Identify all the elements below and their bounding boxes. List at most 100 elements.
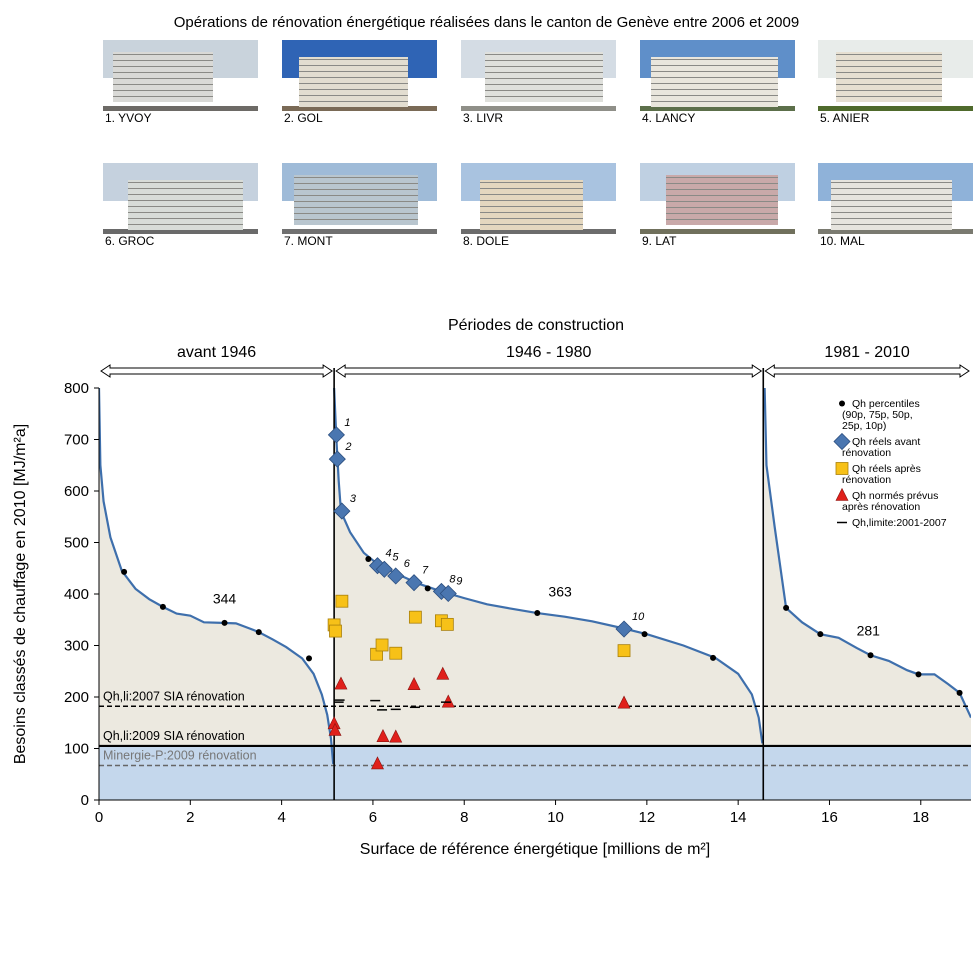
percentile-point (915, 671, 922, 678)
building-photo: 4. LANCY (640, 40, 795, 125)
building-photo: 10. MAL (818, 163, 973, 248)
y-tick-label: 800 (64, 380, 89, 397)
y-tick-label: 700 (64, 432, 89, 449)
building-number-label: 1 (344, 417, 350, 429)
building-photo: 2. GOL (282, 40, 437, 125)
after-renovation-point (617, 644, 631, 658)
y-tick-label: 100 (64, 741, 89, 758)
building-number-label: 5 (392, 551, 399, 563)
building-photo: 8. DOLE (461, 163, 616, 248)
planned-point (334, 676, 348, 690)
photo-caption: 6. GROC (103, 234, 258, 248)
percentile-point (534, 610, 541, 617)
after-renovation-point (329, 624, 342, 638)
percentile-point (306, 655, 313, 662)
before-renovation-point (387, 567, 405, 585)
x-tick-label: 18 (912, 809, 929, 826)
period-label: 1946 - 1980 (506, 344, 592, 361)
legend-label-line: Qh réels avant (852, 436, 920, 448)
building-photo: 6. GROC (103, 163, 258, 248)
building-photo: 3. LIVR (461, 40, 616, 125)
legend-label: Qh réels avant rénovation (842, 436, 920, 459)
y-tick-label: 600 (64, 483, 89, 500)
x-tick-label: 6 (369, 809, 377, 826)
x-tick-label: 0 (95, 809, 103, 826)
legend-label: Qh réels après rénovation (842, 463, 921, 486)
chart-title: Périodes de construction (448, 317, 624, 334)
after-renovation-point (335, 594, 349, 608)
building-photo: 7. MONT (282, 163, 437, 248)
photo-caption: 5. ANIER (818, 111, 973, 125)
mean-label: 281 (857, 623, 881, 639)
legend-marker (833, 432, 851, 451)
x-tick-label: 14 (730, 809, 747, 826)
before-renovation-point (327, 426, 345, 444)
y-tick-label: 0 (81, 792, 89, 809)
curve-area (764, 388, 971, 800)
after-renovation-point (389, 646, 403, 660)
period-arrow (100, 364, 334, 378)
before-renovation-point (375, 560, 393, 578)
period-arrow (335, 364, 763, 378)
planned-point (371, 756, 384, 770)
legend-label-line: 25p, 10p) (842, 420, 886, 432)
mean-label: 344 (213, 590, 237, 606)
legend-label-line: Qh percentiles (852, 398, 920, 410)
building-number-label: 7 (422, 565, 429, 577)
plot-area (99, 388, 971, 800)
planned-point (617, 695, 631, 709)
period-arrow (764, 364, 970, 378)
reference-line-label: Minergie-P:2009 rénovation (103, 748, 257, 762)
x-tick-label: 10 (547, 809, 564, 826)
legend-marker (835, 487, 849, 501)
planned-point (328, 722, 342, 736)
building-number-label: 10 (632, 611, 645, 623)
percentile-point (365, 555, 372, 562)
building-number-label: 2 (344, 441, 351, 453)
legend-label-line: Qh normés prévus (852, 490, 938, 502)
before-renovation-point (405, 574, 423, 592)
planned-point (441, 694, 455, 708)
photo-caption: 7. MONT (282, 234, 437, 248)
percentile-point (867, 652, 874, 659)
legend-label: Qh percentiles (90p, 75p, 50p, 25p, 10p) (842, 398, 920, 432)
legend-label-line: (90p, 75p, 50p, (842, 409, 913, 421)
photo-caption: 3. LIVR (461, 111, 616, 125)
x-tick-label: 4 (277, 809, 285, 826)
photo-caption: 10. MAL (818, 234, 973, 248)
building-number-label: 9 (456, 575, 462, 587)
reference-line-label: Qh,li:2007 SIA rénovation (103, 689, 245, 703)
percentile-point (121, 568, 128, 575)
legend-label-line: rénovation (842, 447, 891, 459)
before-renovation-point (328, 450, 346, 468)
x-axis-label: Surface de référence énergétique [millio… (360, 841, 710, 858)
percentile-point (817, 631, 824, 638)
y-tick-label: 200 (64, 689, 89, 706)
percentile-point (159, 603, 166, 610)
photo-caption: 4. LANCY (640, 111, 795, 125)
y-tick-label: 500 (64, 535, 89, 552)
percentile-point (221, 619, 228, 626)
minergie-band (99, 745, 971, 800)
percentile-point (956, 689, 963, 696)
distribution-curve (333, 388, 764, 744)
curve-area (334, 388, 763, 800)
after-renovation-point (408, 610, 422, 624)
figure-title: Opérations de rénovation énergétique réa… (173, 14, 800, 31)
percentile-point (783, 604, 790, 611)
legend-label-line: après rénovation (842, 501, 920, 513)
building-number-label: 6 (404, 558, 411, 570)
legend-label-line: rénovation (842, 474, 891, 486)
before-renovation-point (615, 620, 633, 638)
x-tick-label: 16 (821, 809, 838, 826)
x-tick-label: 12 (639, 809, 656, 826)
legend-marker (839, 400, 845, 407)
after-renovation-point (375, 638, 389, 652)
planned-point (436, 666, 450, 680)
photo-caption: 9. LAT (640, 234, 795, 248)
period-label: avant 1946 (177, 344, 256, 361)
photo-caption: 1. YVOY (103, 111, 258, 125)
building-number-label: 4 (385, 548, 391, 560)
percentile-point (255, 629, 262, 636)
